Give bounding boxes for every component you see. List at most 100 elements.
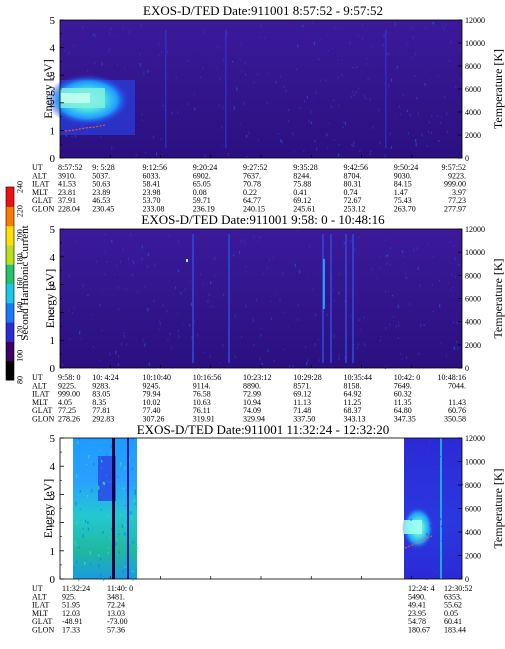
table-cell: 9114.: [193, 381, 211, 390]
vertical-streak: [352, 234, 354, 363]
noise-speckle: [120, 461, 122, 466]
noise-speckle: [418, 352, 420, 355]
noise-speckle: [103, 234, 105, 236]
noise-speckle: [130, 511, 132, 515]
noise-speckle: [319, 79, 322, 82]
noise-speckle: [293, 151, 296, 153]
table-cell: 233.08: [143, 205, 165, 214]
bright-dot: [186, 259, 188, 262]
noise-speckle: [450, 289, 452, 291]
noise-speckle: [412, 443, 414, 446]
noise-speckle: [417, 112, 419, 116]
noise-speckle: [440, 342, 442, 344]
noise-speckle: [350, 95, 353, 98]
noise-speckle: [266, 101, 268, 105]
noise-speckle: [143, 52, 145, 55]
colorbar-tick-label: 140: [16, 302, 25, 314]
y2-tick-label: 8000: [465, 481, 481, 490]
noise-speckle: [243, 101, 245, 106]
noise-speckle: [416, 246, 418, 250]
noise-speckle: [431, 115, 433, 118]
noise-speckle: [241, 335, 243, 339]
noise-speckle: [360, 328, 362, 331]
y2-axis-label: Temperature [K]: [491, 258, 505, 338]
noise-speckle: [337, 59, 340, 62]
noise-speckle: [461, 483, 464, 486]
y-tick-label: 5: [50, 224, 56, 236]
table-cell: 3481.: [107, 592, 125, 601]
table-cell: 10:42: 0: [394, 373, 420, 382]
table-cell: 5490.: [408, 592, 426, 601]
table-cell: 10:29:28: [293, 373, 321, 382]
noise-speckle: [439, 121, 442, 125]
noise-speckle: [63, 49, 65, 52]
colorbar-label: Second Harmonic Current: [19, 225, 31, 340]
noise-speckle: [364, 343, 366, 346]
noise-speckle: [122, 570, 124, 574]
noise-speckle: [326, 133, 328, 137]
noise-speckle: [272, 255, 275, 260]
table-row-label: GLON: [32, 626, 54, 635]
table-cell: 277.97: [444, 205, 466, 214]
noise-speckle: [307, 358, 309, 362]
noise-speckle: [440, 518, 442, 521]
noise-speckle: [234, 314, 236, 317]
noise-speckle: [98, 485, 100, 490]
noise-speckle: [68, 51, 70, 55]
noise-speckle: [102, 531, 104, 534]
table-cell: 1.47: [394, 188, 408, 197]
noise-speckle: [363, 94, 365, 98]
noise-speckle: [182, 323, 184, 326]
noise-speckle: [208, 293, 210, 297]
y-axis-label: Energy [eV]: [41, 59, 55, 118]
noise-speckle: [135, 503, 137, 506]
y-tick-label: 4: [50, 43, 56, 55]
noise-speckle: [213, 256, 215, 261]
table-row-label: ILAT: [32, 601, 49, 610]
noise-speckle: [91, 488, 93, 493]
noise-speckle: [240, 239, 242, 243]
noise-speckle: [222, 293, 225, 297]
noise-speckle: [82, 26, 84, 29]
noise-speckle: [456, 340, 458, 344]
table-cell: 23.81: [58, 188, 76, 197]
y-tick-label: 3: [50, 489, 56, 501]
table-cell: 329.94: [243, 415, 265, 424]
noise-speckle: [93, 33, 96, 37]
noise-speckle: [118, 355, 120, 358]
y-tick-label: 3: [50, 280, 56, 292]
noise-speckle: [355, 66, 357, 69]
noise-speckle: [410, 519, 412, 521]
noise-speckle: [384, 289, 387, 293]
noise-speckle: [241, 70, 243, 73]
y-tick-label: 2: [50, 518, 56, 530]
y2-tick-label: 0: [465, 154, 469, 163]
noise-speckle: [209, 355, 211, 358]
noise-speckle: [314, 140, 316, 142]
noise-speckle: [128, 458, 130, 462]
noise-speckle: [279, 75, 281, 78]
noise-speckle: [132, 259, 134, 262]
noise-speckle: [391, 295, 394, 297]
noise-speckle: [421, 133, 423, 137]
colorbar-tick-label: 200: [16, 229, 25, 241]
colorbar-tick-label: 240: [16, 181, 25, 193]
noise-speckle: [327, 147, 329, 149]
noise-speckle: [95, 260, 98, 264]
spectrogram-background: [60, 229, 462, 368]
noise-speckle: [253, 343, 255, 347]
noise-speckle: [123, 524, 126, 527]
colorbar-cell: [6, 206, 14, 227]
noise-speckle: [160, 50, 163, 54]
table-cell: 10:16:56: [193, 373, 221, 382]
noise-speckle: [177, 330, 180, 333]
noise-speckle: [432, 310, 435, 312]
table-cell: 307.26: [143, 415, 165, 424]
noise-speckle: [353, 141, 355, 143]
noise-speckle: [331, 47, 334, 49]
noise-speckle: [124, 566, 126, 568]
noise-speckle: [175, 75, 177, 79]
noise-speckle: [116, 264, 118, 267]
table-cell: 343.13: [344, 415, 366, 424]
noise-speckle: [210, 281, 212, 285]
